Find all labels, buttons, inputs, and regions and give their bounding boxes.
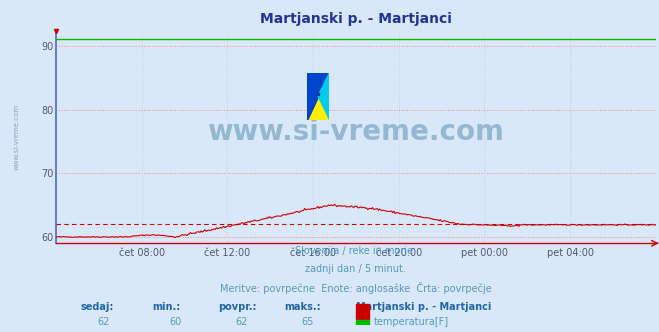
Bar: [356, 320, 369, 332]
Text: min.:: min.:: [152, 302, 180, 312]
Text: www.si-vreme.com: www.si-vreme.com: [208, 118, 504, 146]
Bar: [356, 304, 369, 319]
Text: 62: 62: [98, 317, 110, 327]
Text: temperatura[F]: temperatura[F]: [374, 317, 449, 327]
Text: Martjanski p. - Martjanci: Martjanski p. - Martjanci: [356, 302, 491, 312]
Text: 65: 65: [302, 317, 314, 327]
Text: povpr.:: povpr.:: [218, 302, 256, 312]
Text: Slovenija / reke in morje.: Slovenija / reke in morje.: [295, 246, 416, 256]
Text: 60: 60: [170, 317, 182, 327]
Text: Martjanski p. - Martjanci: Martjanski p. - Martjanci: [260, 12, 452, 26]
Text: maks.:: maks.:: [284, 302, 320, 312]
Text: www.si-vreme.com: www.si-vreme.com: [14, 104, 20, 170]
Text: sedaj:: sedaj:: [80, 302, 113, 312]
Text: 62: 62: [236, 317, 248, 327]
Text: Meritve: povrpečne  Enote: anglosaške  Črta: povrpečje: Meritve: povrpečne Enote: anglosaške Črt…: [220, 282, 492, 294]
Text: zadnji dan / 5 minut.: zadnji dan / 5 minut.: [305, 264, 407, 274]
